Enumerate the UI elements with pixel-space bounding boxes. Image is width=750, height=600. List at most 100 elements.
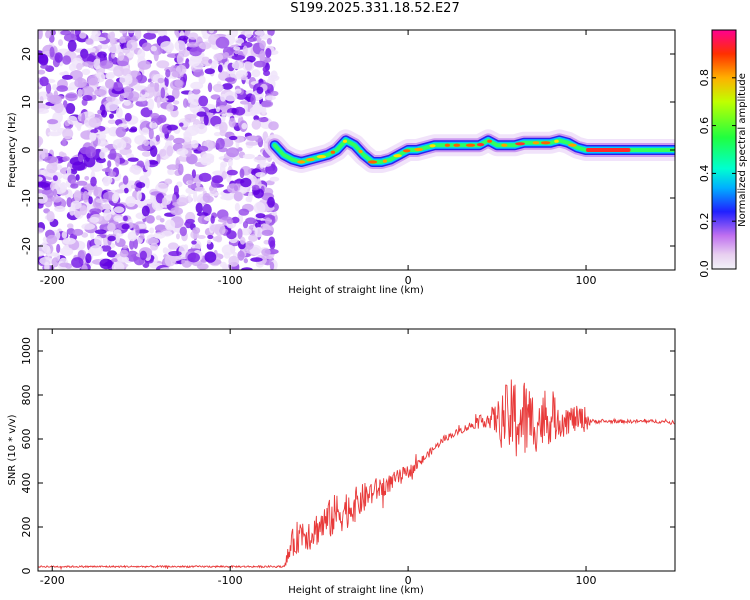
noise-blob <box>270 90 279 97</box>
snr-frame <box>37 328 676 572</box>
noise-blob <box>196 212 209 217</box>
y-tick-label: 20 <box>20 47 33 61</box>
noise-blob <box>126 250 139 262</box>
noise-blob <box>88 117 102 128</box>
noise-blob <box>111 193 119 204</box>
noise-blob <box>106 250 118 258</box>
noise-blob <box>113 139 121 144</box>
noise-blob <box>210 115 222 127</box>
colorbar-tick-label: 0.6 <box>698 117 711 135</box>
noise-blob <box>149 227 155 234</box>
noise-blob <box>253 60 267 68</box>
noise-blob <box>265 217 271 225</box>
noise-blob <box>201 153 215 161</box>
signal-peak <box>306 158 315 162</box>
noise-blob <box>196 111 207 117</box>
noise-blob <box>75 180 88 186</box>
noise-blob <box>250 94 256 105</box>
colorbar-ticks: 0.0 0.2 0.4 0.6 0.8 <box>698 69 736 278</box>
noise-blob <box>194 186 205 192</box>
noise-blob <box>52 84 58 91</box>
noise-blob <box>107 160 112 168</box>
noise-blob <box>186 42 200 48</box>
noise-blob <box>234 88 242 94</box>
noise-blob <box>38 193 48 204</box>
noise-blob <box>107 43 121 54</box>
noise-blob <box>213 132 221 137</box>
noise-blob <box>212 83 224 93</box>
noise-blob <box>244 30 253 38</box>
y-tick-label: 1000 <box>20 337 33 365</box>
noise-blob <box>265 180 275 186</box>
noise-blob <box>246 55 256 63</box>
noise-blob <box>222 263 227 270</box>
noise-blob <box>242 45 248 56</box>
noise-blob <box>136 190 142 202</box>
noise-blob <box>122 175 129 185</box>
noise-blob <box>270 70 278 80</box>
noise-blob <box>101 176 113 185</box>
noise-blob <box>89 132 97 142</box>
noise-blob <box>268 236 276 248</box>
noise-blob <box>262 162 272 167</box>
noise-blob <box>184 114 198 119</box>
noise-blob <box>229 68 235 79</box>
noise-blob <box>141 151 152 157</box>
noise-blob <box>105 78 115 89</box>
noise-blob <box>263 70 271 77</box>
noise-blob <box>93 188 99 196</box>
noise-blob <box>251 69 261 78</box>
spectrogram-x-ticks: -200 -100 0 100 <box>40 30 597 287</box>
noise-blob <box>171 87 180 99</box>
noise-blob <box>153 203 165 209</box>
noise-blob <box>150 145 158 157</box>
noise-blob <box>146 237 159 245</box>
noise-blob <box>111 261 125 270</box>
noise-blob <box>84 176 90 181</box>
noise-blob <box>109 113 114 119</box>
noise-blob <box>38 150 46 161</box>
noise-blob <box>214 224 219 235</box>
noise-blob <box>38 182 50 188</box>
noise-blob <box>224 77 236 82</box>
noise-blob <box>234 185 238 192</box>
signal-peak <box>540 141 551 145</box>
noise-blob <box>62 128 74 140</box>
noise-blob <box>193 190 198 202</box>
noise-blob <box>65 103 76 114</box>
noise-blob <box>231 55 245 60</box>
noise-blob <box>87 75 98 86</box>
noise-blob <box>164 76 169 88</box>
snr-series <box>38 379 675 571</box>
noise-blob <box>208 58 213 64</box>
noise-blob <box>123 215 128 222</box>
noise-blob <box>191 169 196 179</box>
noise-blob <box>39 256 54 266</box>
noise-blob <box>83 156 96 168</box>
noise-blob <box>99 150 106 159</box>
noise-blob <box>137 60 152 70</box>
colorbar-label: Normalized spectral amplitude <box>737 73 748 227</box>
noise-blob <box>89 208 102 215</box>
noise-blob <box>66 223 74 229</box>
noise-blob <box>77 88 83 98</box>
noise-blob <box>245 217 257 225</box>
spectrogram-y-ticks: -20 -10 0 10 20 <box>20 47 675 255</box>
noise-blob <box>173 185 179 196</box>
noise-blob <box>215 36 230 49</box>
noise-blob <box>239 236 246 245</box>
noise-blob <box>240 267 253 270</box>
noise-blob <box>81 264 88 270</box>
y-tick-label: 200 <box>20 517 33 538</box>
noise-blob <box>167 169 175 176</box>
noise-blob <box>176 197 189 206</box>
noise-blob <box>129 165 142 174</box>
noise-blob <box>240 76 248 81</box>
signal-peak <box>476 143 485 147</box>
noise-blob <box>244 61 253 71</box>
noise-blob <box>94 229 107 235</box>
noise-blob <box>176 233 180 240</box>
noise-blob <box>105 96 116 102</box>
noise-blob <box>129 239 135 250</box>
